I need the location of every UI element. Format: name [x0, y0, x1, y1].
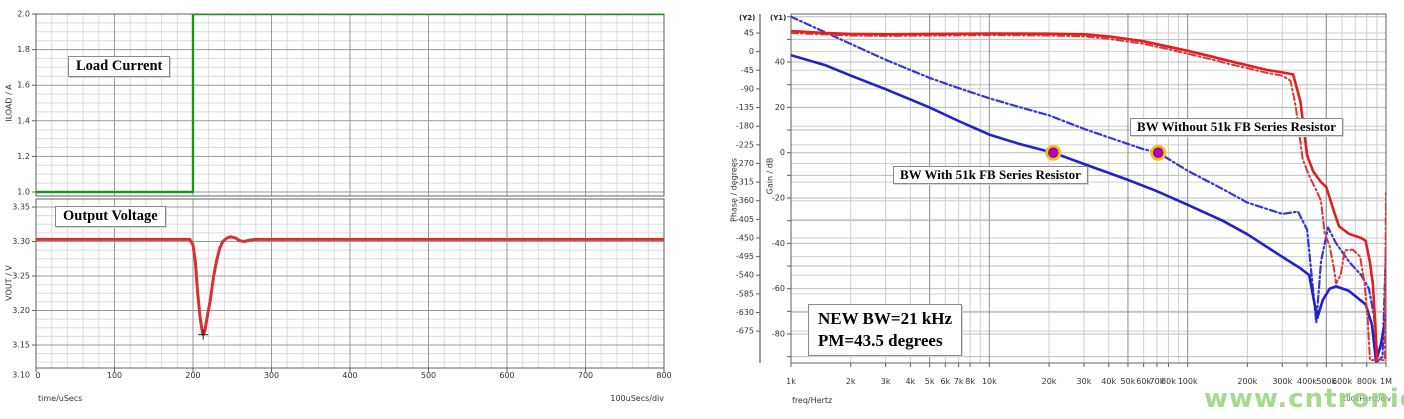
svg-text:1.6: 1.6	[17, 81, 30, 90]
svg-text:5k: 5k	[925, 377, 935, 386]
svg-text:1.4: 1.4	[17, 116, 30, 125]
svg-text:400k: 400k	[1297, 377, 1317, 386]
output-voltage-annotation: Output Voltage	[55, 206, 166, 227]
svg-text:-675: -675	[736, 327, 754, 336]
svg-text:600: 600	[499, 371, 514, 380]
svg-text:3.35: 3.35	[12, 203, 30, 212]
svg-text:20k: 20k	[1042, 377, 1057, 386]
svg-text:700: 700	[578, 371, 593, 380]
svg-text:-450: -450	[736, 233, 754, 242]
svg-text:-180: -180	[736, 122, 754, 131]
svg-text:200: 200	[185, 371, 200, 380]
new-bw-line2: PM=43.5 degrees	[818, 331, 943, 350]
bandwidth-marker[interactable]	[1150, 144, 1167, 161]
freq-axis-title: freq/Hertz	[792, 396, 833, 405]
svg-text:30k: 30k	[1077, 377, 1092, 386]
new-bw-line1: NEW BW=21 kHz	[818, 309, 953, 328]
bode-plot[interactable]: 45 0 -45 -90 -135 -180 -225 -270 -315 -360 -405 -45…	[700, 0, 1404, 419]
svg-text:400: 400	[342, 371, 357, 380]
svg-text:3.15: 3.15	[12, 341, 30, 350]
svg-text:-225: -225	[736, 140, 754, 149]
svg-text:1.0: 1.0	[17, 187, 30, 196]
svg-text:1k: 1k	[786, 377, 796, 386]
svg-text:800: 800	[656, 371, 671, 380]
svg-text:-270: -270	[736, 159, 754, 168]
svg-text:-540: -540	[736, 271, 754, 280]
svg-text:2.0: 2.0	[17, 10, 30, 19]
svg-text:3.30: 3.30	[12, 237, 30, 246]
bw-without-annotation: BW Without 51k FB Series Resistor	[1130, 118, 1343, 136]
svg-text:-40: -40	[772, 239, 785, 248]
svg-text:-360: -360	[736, 196, 754, 205]
time-axis-title: time/uSecs	[38, 394, 83, 403]
svg-text:-20: -20	[772, 194, 785, 203]
svg-text:-135: -135	[736, 103, 754, 112]
svg-text:-405: -405	[736, 215, 754, 224]
svg-text:50k: 50k	[1121, 377, 1136, 386]
phase-axis-title: Phase / degrees	[729, 158, 739, 222]
svg-text:0: 0	[35, 371, 40, 380]
new-bw-annotation: NEW BW=21 kHz PM=43.5 degrees	[808, 304, 963, 356]
svg-text:500k: 500k	[1316, 377, 1336, 386]
svg-text:60k: 60k	[1136, 377, 1151, 386]
svg-text:20: 20	[775, 103, 785, 112]
y2-axis-tag: (Y2)	[739, 14, 756, 22]
svg-text:40k: 40k	[1101, 377, 1116, 386]
svg-text:70k: 70k	[1150, 377, 1165, 386]
svg-text:-495: -495	[736, 252, 754, 261]
svg-text:-630: -630	[736, 308, 754, 317]
svg-text:3k: 3k	[881, 377, 891, 386]
svg-text:6k: 6k	[940, 377, 950, 386]
svg-text:10k: 10k	[982, 377, 997, 386]
svg-text:300k: 300k	[1272, 377, 1292, 386]
freq-per-div-label: 100kHertz/div	[1341, 395, 1391, 403]
svg-text:1.8: 1.8	[17, 45, 30, 54]
svg-text:2k: 2k	[846, 377, 856, 386]
svg-text:300: 300	[264, 371, 279, 380]
svg-text:4k: 4k	[906, 377, 916, 386]
svg-text:1.2: 1.2	[17, 152, 30, 161]
svg-text:200k: 200k	[1237, 377, 1257, 386]
svg-text:600k: 600k	[1332, 377, 1352, 386]
svg-text:3.10: 3.10	[12, 371, 30, 380]
svg-text:1M: 1M	[1380, 377, 1392, 386]
iload-axis-title: ILOAD / A	[4, 84, 14, 122]
svg-text:-60: -60	[772, 284, 785, 293]
svg-text:45: 45	[744, 29, 754, 38]
bw-with-annotation: BW With 51k FB Series Resistor	[893, 166, 1088, 184]
svg-text:-45: -45	[741, 66, 754, 75]
svg-text:40: 40	[775, 58, 785, 67]
svg-text:-585: -585	[736, 289, 754, 298]
time-per-div-label: 100uSecs/div	[610, 394, 664, 403]
load-current-annotation: Load Current	[68, 56, 171, 77]
svg-text:500: 500	[421, 371, 436, 380]
vout-axis-title: VOUT / V	[4, 265, 14, 301]
svg-text:800k: 800k	[1357, 377, 1377, 386]
svg-text:0: 0	[780, 148, 785, 157]
cursor-crosshair[interactable]	[198, 329, 209, 340]
svg-text:3.25: 3.25	[12, 272, 30, 281]
svg-text:-90: -90	[741, 84, 754, 93]
bandwidth-marker[interactable]	[1045, 144, 1062, 161]
svg-text:-315: -315	[736, 178, 754, 187]
svg-text:3.20: 3.20	[12, 306, 30, 315]
y1-axis-tag: (Y1)	[770, 14, 787, 22]
svg-text:80k: 80k	[1161, 377, 1176, 386]
svg-text:7k: 7k	[954, 377, 964, 386]
svg-text:8k: 8k	[965, 377, 975, 386]
svg-text:100: 100	[107, 371, 122, 380]
gain-axis-title: Gain / dB	[765, 157, 775, 195]
watermark: www.cntronics.com	[1204, 384, 1404, 414]
svg-text:0: 0	[749, 47, 754, 56]
transient-plot[interactable]: 2.0 1.8 1.6 1.4 1.2 1.0 3.35 3.30 3.25 3.20 3.15 3.…	[0, 0, 700, 419]
svg-text:100k: 100k	[1178, 377, 1198, 386]
svg-text:-80: -80	[772, 329, 785, 338]
